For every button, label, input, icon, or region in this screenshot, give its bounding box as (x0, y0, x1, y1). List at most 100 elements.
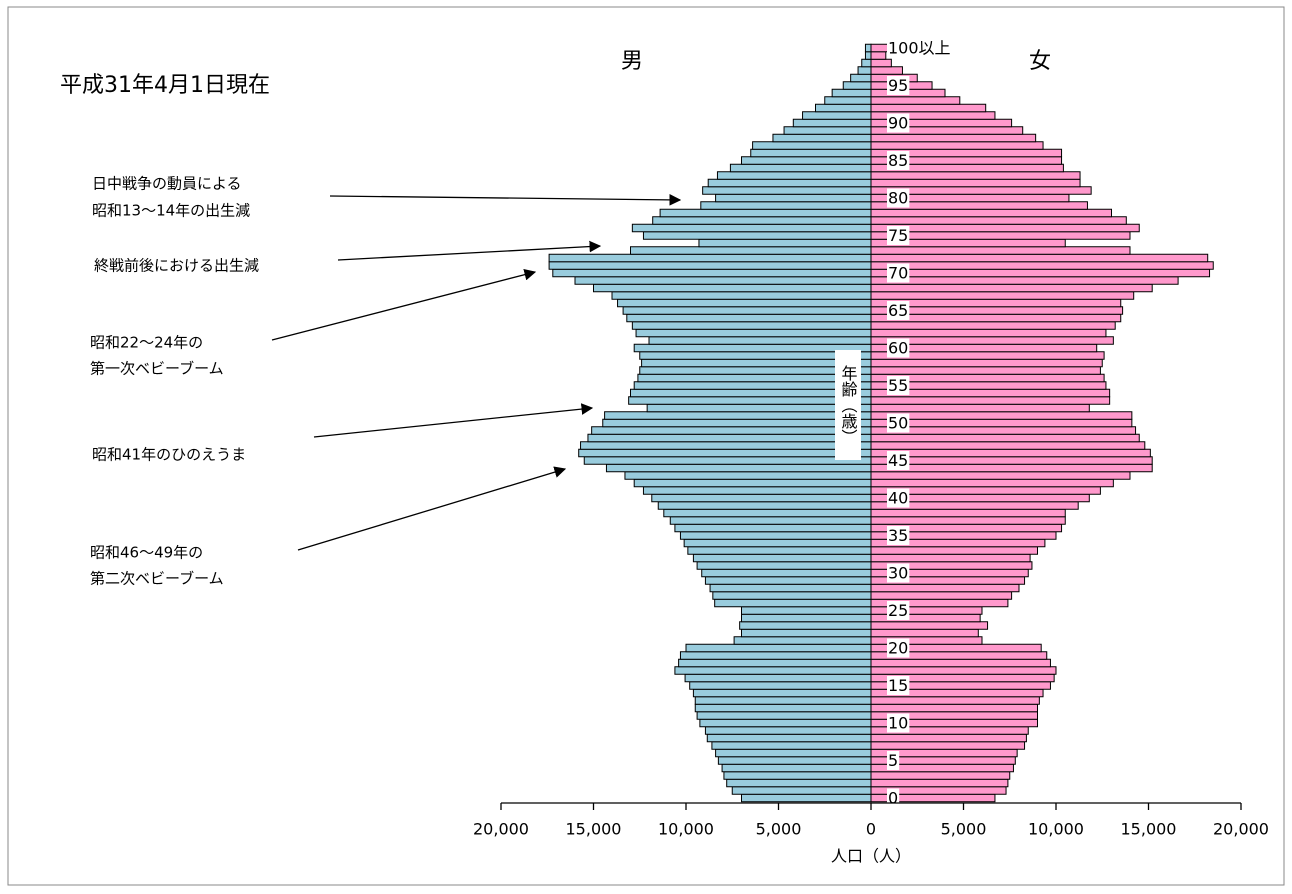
bar-male (715, 748, 872, 758)
bar-male (626, 313, 872, 323)
bar-female (870, 216, 1127, 225)
bar-male (622, 306, 872, 315)
age-label: 60 (888, 339, 908, 358)
bar-male (659, 208, 872, 218)
bar-female (870, 328, 1107, 338)
bar-male (712, 591, 872, 600)
bar-male (701, 568, 872, 578)
bar-female (870, 276, 1179, 285)
bar-female (870, 553, 1031, 563)
age-label-bg (887, 338, 910, 358)
age-label: 25 (888, 601, 908, 620)
bar-male (857, 66, 872, 75)
age-label: 0 (888, 789, 898, 808)
bar-male (604, 411, 872, 420)
bar-male (741, 606, 872, 615)
age-label: 10 (888, 714, 908, 733)
x-tick-label: 0 (866, 820, 876, 839)
bar-male (729, 163, 872, 173)
age-label: 80 (888, 189, 908, 208)
age-label-bg (887, 151, 910, 170)
bar-female (870, 96, 961, 105)
bar-female (870, 366, 1101, 375)
bar-male (824, 96, 872, 105)
bar-male (715, 193, 872, 203)
arrow (329, 194, 682, 206)
age-label: 55 (888, 376, 908, 395)
x-tick-label: 20,000 (473, 820, 529, 839)
bar-female (870, 268, 1211, 278)
age-label-bg (887, 601, 910, 620)
age-label: 65 (888, 301, 908, 320)
age-label: 20 (888, 639, 908, 658)
age-label-bg (887, 563, 910, 583)
bar-female (870, 418, 1133, 428)
bar-male (684, 673, 872, 683)
bar-female (870, 478, 1114, 488)
bar-male (685, 643, 872, 653)
annotation: 第二次ベビーブーム (90, 570, 224, 588)
bar-male (694, 696, 872, 705)
bar-male (548, 261, 872, 270)
age-label: 15 (888, 676, 908, 695)
age-label: 45 (888, 451, 908, 470)
age-label-bg (887, 638, 910, 658)
y-axis-label: 年齢（歳） (839, 365, 858, 445)
bar-male (591, 426, 872, 435)
age-label-bg (887, 38, 952, 58)
age-label-bg (887, 188, 910, 208)
bar-male (711, 741, 872, 750)
bar-male (633, 478, 872, 488)
bar-male (624, 471, 872, 480)
x-tick-label: 5,000 (941, 820, 987, 839)
bar-male (716, 171, 872, 180)
arrow (313, 403, 594, 438)
bar-male (628, 396, 872, 405)
bar-male (583, 456, 872, 465)
annotation: 第一次ベビーブーム (90, 360, 224, 378)
age-label-bg (887, 451, 910, 470)
bar-female (870, 358, 1103, 368)
age-label-bg (887, 676, 910, 695)
bar-male (674, 666, 872, 675)
bar-male (602, 418, 872, 428)
bar-female (870, 621, 989, 630)
annotation: 昭和41年のひのえうま (92, 446, 246, 464)
bar-female (870, 456, 1153, 465)
bar-male (741, 613, 872, 623)
bar-female (870, 396, 1111, 405)
bar-female (870, 471, 1131, 480)
arrow (297, 466, 567, 551)
bar-male (648, 336, 872, 345)
bar-male (617, 298, 872, 308)
bar-male (663, 508, 872, 518)
age-label: 100以上 (888, 39, 951, 58)
bar-male (635, 328, 872, 338)
age-label-bg (887, 488, 910, 508)
chart-title: 平成31年4月1日現在 (60, 73, 270, 98)
bar-male (548, 253, 872, 263)
bar-male (733, 636, 872, 645)
bar-male (630, 388, 872, 398)
bar-male (652, 216, 872, 225)
age-label: 35 (888, 526, 908, 545)
bar-male (605, 463, 872, 473)
bar-male (721, 763, 872, 773)
bar-male (683, 538, 872, 548)
bar-female (870, 771, 1011, 780)
bar-male (587, 433, 872, 443)
bar-female (870, 291, 1135, 300)
bar-male (696, 561, 872, 570)
x-tick-label: 10,000 (1028, 820, 1084, 839)
age-label: 40 (888, 489, 908, 508)
bar-male (704, 576, 872, 585)
bar-male (631, 223, 872, 233)
x-tick-label: 20,000 (1213, 820, 1269, 839)
legend-female: 女 (1029, 49, 1051, 74)
age-label-bg (887, 413, 910, 433)
annotation: 昭和22〜24年の (90, 334, 203, 352)
bar-male (864, 43, 872, 53)
bar-female (870, 283, 1153, 293)
bar-male (696, 711, 872, 720)
bar-male (731, 786, 872, 795)
